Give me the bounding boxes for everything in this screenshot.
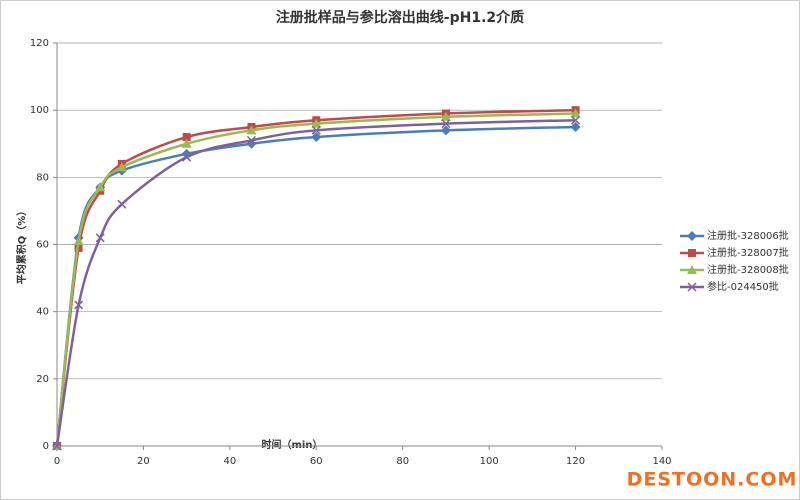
y-tick-label: 120 — [30, 38, 49, 49]
y-tick-label: 100 — [30, 105, 49, 116]
legend-text: 注册批-328007批 — [707, 246, 789, 259]
legend-marker — [688, 249, 696, 257]
y-tick-label: 20 — [36, 374, 49, 385]
x-tick-label: 60 — [310, 456, 323, 467]
legend-marker — [687, 231, 697, 241]
marker — [74, 300, 84, 310]
marker — [182, 152, 192, 162]
marker — [182, 133, 191, 142]
x-tick-label: 0 — [54, 456, 60, 467]
marker — [440, 111, 451, 121]
y-tick-label: 80 — [36, 172, 49, 183]
marker — [246, 135, 256, 145]
marker — [311, 125, 321, 135]
y-tick-label: 40 — [36, 307, 49, 318]
x-tick-label: 140 — [652, 456, 671, 467]
marker — [246, 125, 257, 135]
marker — [117, 199, 127, 209]
y-tick-label: 60 — [36, 240, 49, 251]
y-tick-label: 0 — [43, 441, 49, 452]
legend-marker — [687, 282, 697, 292]
marker — [570, 121, 581, 132]
marker — [73, 236, 84, 246]
x-tick-label: 40 — [223, 456, 236, 467]
marker — [311, 118, 322, 128]
marker — [181, 138, 192, 148]
x-tick-label: 20 — [137, 456, 150, 467]
y-axis-title: 平均累积Q（%） — [15, 206, 28, 285]
legend-text: 注册批-328006批 — [707, 229, 789, 242]
marker — [441, 119, 451, 129]
marker — [440, 125, 451, 136]
x-axis-title: 时间（min） — [262, 438, 323, 451]
series-line — [55, 118, 576, 447]
marker — [311, 132, 322, 143]
marker — [570, 108, 581, 118]
marker — [95, 182, 106, 192]
chart-title: 注册批样品与参比溶出曲线-pH1.2介质 — [276, 9, 524, 26]
x-tick-label: 120 — [566, 456, 585, 467]
marker — [95, 233, 105, 243]
marker — [52, 441, 62, 451]
marker — [571, 115, 581, 125]
legend-text: 参比-024450批 — [707, 280, 779, 293]
x-tick-label: 80 — [396, 456, 409, 467]
marker — [116, 162, 127, 172]
legend-marker — [687, 265, 697, 274]
watermark: DESTOON.COM — [627, 469, 798, 491]
legend-text: 注册批-328008批 — [707, 263, 789, 276]
x-tick-label: 100 — [480, 456, 499, 467]
